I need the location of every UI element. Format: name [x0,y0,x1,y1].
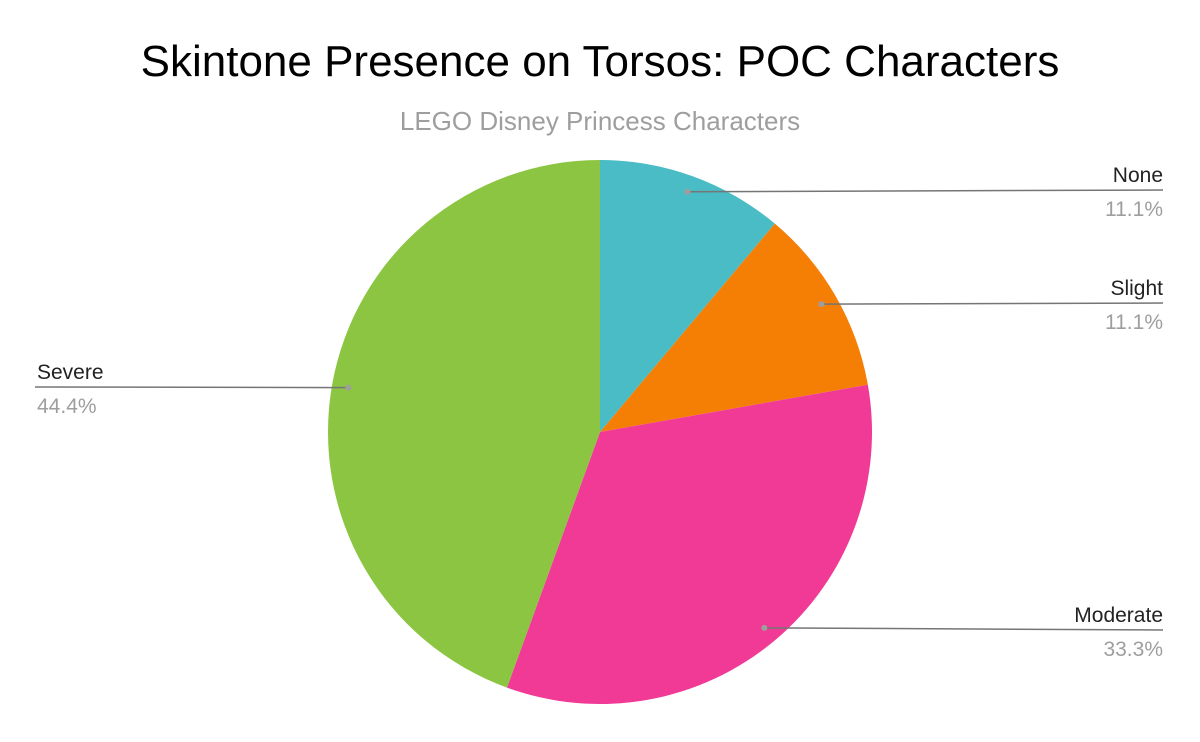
pie-slice-none [600,160,775,432]
chart-title: Skintone Presence on Torsos: POC Charact… [141,37,1060,86]
slice-label-none: None [1113,164,1163,187]
leader-dot-moderate [761,624,768,631]
chart-subtitle: LEGO Disney Princess Characters [400,106,800,136]
leader-line-moderate [764,627,1164,631]
slice-value-severe: 44.4% [37,395,97,418]
leader-line-none [687,189,1164,193]
leader-dot-slight [818,301,825,308]
leader-line-slight [821,302,1164,305]
leader-dot-none [684,188,691,195]
slice-value-slight: 11.1% [1105,311,1163,334]
leader-lines [34,188,1164,631]
slice-label-severe: Severe [37,361,104,384]
slice-value-none: 11.1% [1105,198,1163,221]
slice-value-moderate: 33.3% [1103,638,1163,661]
pie-slices [328,160,873,704]
slice-labels: None 11.1% Slight 11.1% Moderate 33.3% Severe 4… [37,164,1163,661]
leader-dot-severe [345,384,352,391]
pie-slice-moderate [506,384,873,704]
pie-slice-severe [328,160,600,688]
slice-label-slight: Slight [1110,277,1163,300]
pie-slice-slight [600,223,868,432]
slice-label-moderate: Moderate [1074,604,1163,627]
leader-line-severe [34,386,349,389]
